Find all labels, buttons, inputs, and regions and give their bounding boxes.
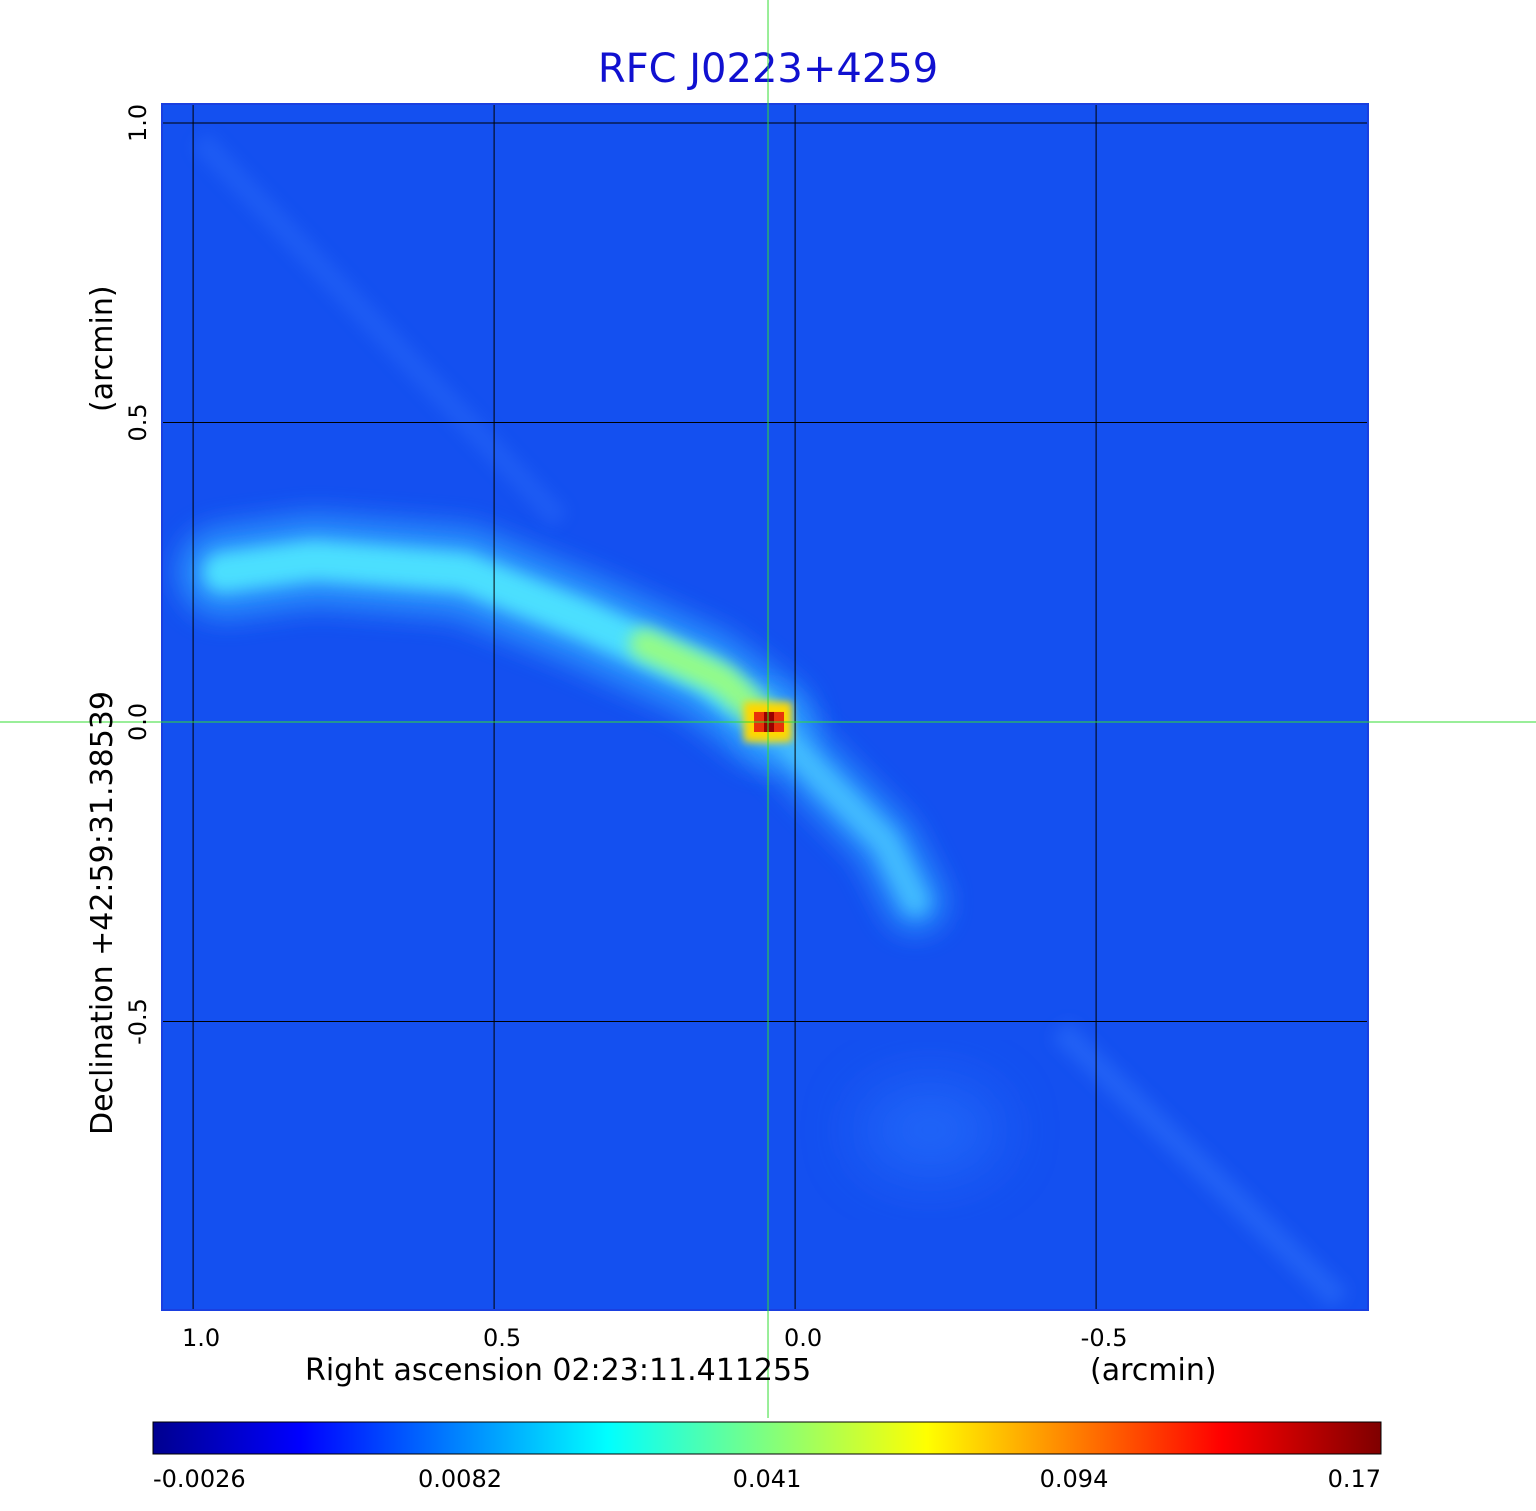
x-tick-label: -0.5 [1081, 1324, 1128, 1352]
y-tick-label: 0.5 [124, 403, 152, 441]
image-frame [161, 103, 1369, 1311]
colorbar-ticks: -0.0026 0.0082 0.041 0.094 0.17 [153, 1465, 1381, 1493]
colorbar-tick-label: 0.17 [1328, 1465, 1381, 1493]
y-tick-label: 1.0 [124, 104, 152, 142]
colorbar-tick-label: 0.041 [733, 1465, 802, 1493]
jet-southwest-inner [755, 708, 929, 915]
colorbar [152, 1421, 1382, 1455]
y-tick-label: -0.5 [124, 998, 152, 1045]
crosshair [0, 0, 1536, 1418]
colorbar-tick-label: 0.094 [1040, 1465, 1109, 1493]
colorbar-tick-label: 0.0082 [418, 1465, 502, 1493]
sidelobe-stripe-nw [192, 132, 568, 528]
y-axis-unit-label: (arcmin) [85, 285, 120, 412]
x-axis-label: Right ascension 02:23:11.411255 [305, 1353, 811, 1388]
x-axis-ticks: 1.0 0.5 0.0 -0.5 [182, 1324, 1128, 1352]
x-tick-label: 0.5 [483, 1324, 521, 1352]
jet-emission [178, 515, 946, 932]
x-axis-unit-label: (arcmin) [1090, 1353, 1217, 1388]
x-tick-label: 1.0 [182, 1324, 220, 1352]
y-axis-label: Declination +42:59:31.38539 [85, 691, 120, 1135]
sidelobe-stripe [1051, 1021, 1349, 1309]
colorbar-tick-label: -0.0026 [153, 1465, 246, 1493]
y-tick-label: 0.0 [124, 703, 152, 741]
sidelobe-southwest [860, 1085, 1000, 1175]
y-axis-ticks: 1.0 0.5 0.0 -0.5 [124, 104, 152, 1045]
x-tick-label: 0.0 [784, 1324, 822, 1352]
